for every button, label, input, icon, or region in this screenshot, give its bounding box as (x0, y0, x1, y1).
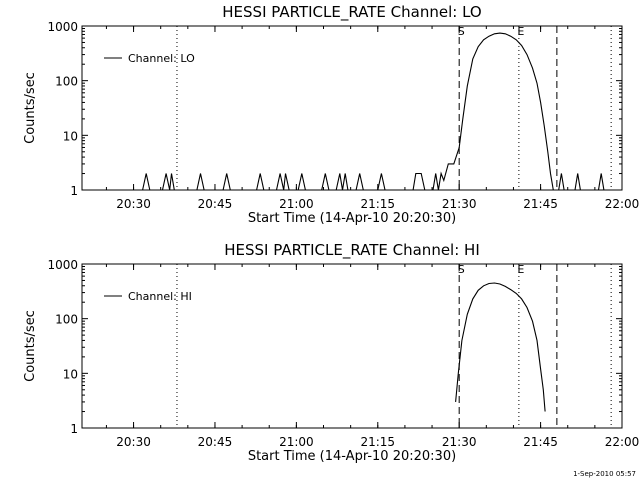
y-axis-label: Counts/sec (23, 310, 38, 382)
chart-title: HESSI PARTICLE_RATE Channel: LO (222, 3, 481, 22)
x-tick-label: 21:15 (360, 197, 395, 211)
footer-timestamp: 1-Sep-2010 05:57 (573, 470, 636, 478)
x-tick-label: 20:45 (198, 435, 233, 449)
y-tick-label: 1000 (47, 258, 78, 272)
y-axis-label: Counts/sec (23, 72, 38, 144)
series-line (455, 282, 546, 412)
panel-lo: HESSI PARTICLE_RATE Channel: LO 20:30 20:4… (23, 3, 639, 226)
x-tick-label: 21:00 (279, 435, 314, 449)
series-line (82, 32, 612, 191)
x-tick-label: 22:00 (605, 197, 640, 211)
x-tick-label: 20:45 (198, 197, 233, 211)
y-tick-label: 1 (70, 422, 78, 436)
legend-label: Channel: HI (128, 290, 192, 303)
x-axis-label: Start Time (14-Apr-10 20:20:30) (248, 211, 456, 226)
x-tick-label: 20:30 (116, 435, 151, 449)
panel-hi: HESSI PARTICLE_RATE Channel: HI 20:30 20:4… (23, 241, 639, 464)
y-tick-label: 100 (55, 313, 78, 327)
x-tick-label: 21:30 (442, 435, 477, 449)
x-tick-label: 21:45 (523, 197, 558, 211)
time-marker-label: S (458, 25, 465, 38)
x-tick-label: 21:30 (442, 197, 477, 211)
y-tick-label: 1000 (47, 20, 78, 34)
time-marker-label: E (517, 263, 524, 276)
x-tick-label: 21:00 (279, 197, 314, 211)
time-marker-label: S (458, 263, 465, 276)
chart-title: HESSI PARTICLE_RATE Channel: HI (224, 241, 480, 260)
y-tick-label: 10 (63, 129, 78, 143)
plot-frame (81, 263, 623, 429)
legend-label: Channel: LO (128, 52, 195, 65)
y-tick-label: 100 (55, 75, 78, 89)
y-tick-label: 10 (63, 367, 78, 381)
x-tick-label: 20:30 (116, 197, 151, 211)
y-tick-label: 1 (70, 184, 78, 198)
x-tick-label: 22:00 (605, 435, 640, 449)
x-tick-label: 21:45 (523, 435, 558, 449)
x-axis-label: Start Time (14-Apr-10 20:20:30) (248, 449, 456, 464)
time-marker-label: E (517, 25, 524, 38)
x-tick-label: 21:15 (360, 435, 395, 449)
